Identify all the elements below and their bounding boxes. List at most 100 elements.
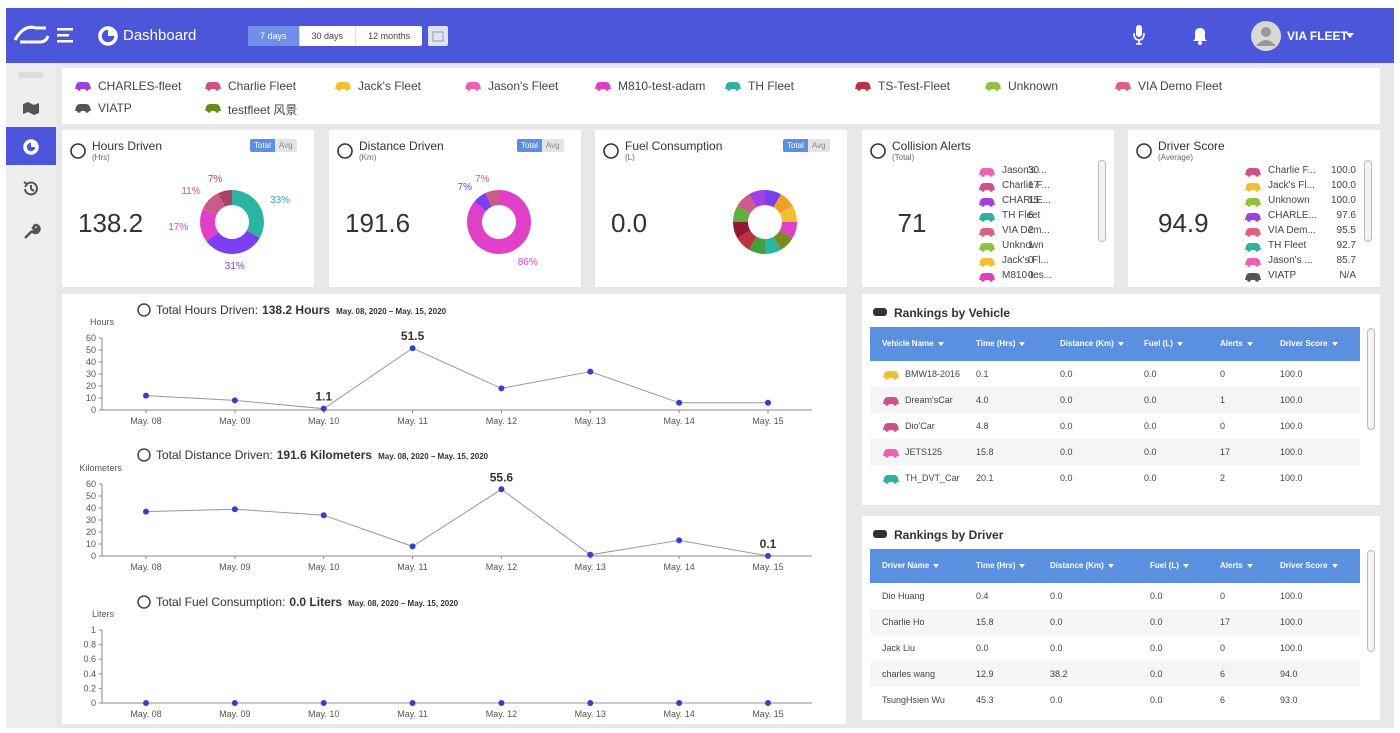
car-wheel xyxy=(989,233,993,237)
column-header[interactable]: Fuel (L) xyxy=(1150,561,1189,570)
cell-text: 100.0 xyxy=(1280,395,1303,405)
vehicle-ranking: Rankings by Vehicle Vehicle Name Time (Hrs… xyxy=(862,294,1380,505)
y-tick-label: 0.8 xyxy=(83,640,96,650)
y-tick-label: 40 xyxy=(86,357,96,367)
fleet-name[interactable]: testfleet 风景 xyxy=(228,103,298,117)
history-nav[interactable] xyxy=(21,179,41,199)
toggle-option[interactable]: Total xyxy=(250,139,275,152)
data-point xyxy=(587,551,594,558)
toggle-option[interactable]: Avg xyxy=(541,139,564,152)
fleet-name[interactable]: M810-test-adam xyxy=(618,79,706,93)
cell-text: 20.1 xyxy=(976,473,994,483)
card-list: Charlie F... 100.0 Jack's Fl... 100.0 Unknow… xyxy=(1244,161,1362,285)
car-icon xyxy=(979,168,995,177)
table-cell: 0.1 xyxy=(976,369,989,379)
data-point xyxy=(143,392,149,399)
donut-slice xyxy=(737,194,757,214)
chart-title: Total Hours Driven: 138.2 Hours May. 08, 2… xyxy=(156,303,447,317)
range-button[interactable]: 30 days xyxy=(298,26,356,46)
table-cell: 45.3 xyxy=(976,695,994,705)
fleet-name[interactable]: VIA Demo Fleet xyxy=(1138,79,1223,93)
car-wheel xyxy=(345,87,349,91)
data-point xyxy=(320,512,327,519)
x-tick-label: May. 15 xyxy=(752,416,783,426)
table-cell: 0.0 xyxy=(1060,395,1073,405)
x-tick-label: May. 14 xyxy=(663,416,694,426)
user-name[interactable]: VIA FLEET xyxy=(1287,29,1348,43)
car-icon xyxy=(335,82,351,91)
fleet-name[interactable]: VIATP xyxy=(98,101,132,115)
y-tick-label: 0.6 xyxy=(83,654,96,664)
table-cell: 0.0 xyxy=(1144,473,1157,483)
cell-text: 0.0 xyxy=(1050,695,1063,705)
column-header[interactable]: Driver Score xyxy=(1280,339,1338,348)
car-wheel xyxy=(989,248,993,252)
cell-text: 0.0 xyxy=(1150,643,1163,653)
car-icon xyxy=(979,183,995,192)
calendar-button[interactable] xyxy=(428,26,448,46)
car-wheel xyxy=(981,188,985,192)
cell-text: 100.0 xyxy=(1280,369,1303,379)
fleet-name[interactable]: Charlie Fleet xyxy=(228,79,297,93)
cell-text: 0.0 xyxy=(1060,369,1073,379)
chart-title-highlight: 191.6 Kilometers xyxy=(277,448,373,462)
user-caret[interactable] xyxy=(1346,33,1354,39)
cell-text: 0 xyxy=(1220,591,1226,601)
toggle-option[interactable]: Avg xyxy=(274,139,297,152)
logo[interactable] xyxy=(12,22,52,48)
map-nav[interactable] xyxy=(21,98,41,118)
menu-icon[interactable] xyxy=(56,26,74,44)
donut-slice xyxy=(765,236,781,254)
list-value: 15 xyxy=(1028,195,1040,206)
card-title: Driver Score xyxy=(1158,139,1225,153)
column-header[interactable]: Time (Hrs) xyxy=(976,561,1026,570)
mic-icon[interactable] xyxy=(1132,24,1146,46)
icon-shape xyxy=(873,308,887,316)
fleet-name[interactable]: Unknown xyxy=(1008,79,1059,93)
cell-text: 1 xyxy=(1220,395,1226,405)
nav-active[interactable] xyxy=(6,127,56,165)
bell-icon[interactable] xyxy=(1192,25,1208,45)
column-header[interactable]: Fuel (L) xyxy=(1144,339,1183,348)
car-wheel xyxy=(981,218,985,222)
settings-nav[interactable] xyxy=(21,221,41,241)
list-value: 97.6 xyxy=(1336,210,1356,221)
fleet-name[interactable]: Jack's Fleet xyxy=(358,79,421,93)
toggle-option[interactable]: Avg xyxy=(807,139,830,152)
column-header[interactable]: Alerts xyxy=(1220,561,1253,570)
fleet-name[interactable]: Jason's Fleet xyxy=(488,79,559,93)
table-cell: 0.0 xyxy=(1060,447,1073,457)
toggle-option[interactable]: Total xyxy=(517,139,542,152)
column-header[interactable]: Vehicle Name xyxy=(882,339,944,348)
table-row: Dio'Car 4.8 0.0 0.0 0 100.0 xyxy=(870,413,1360,439)
car-body xyxy=(979,213,995,220)
data-point xyxy=(409,345,416,352)
fleet-name[interactable]: CHARLES-fleet xyxy=(98,79,182,93)
avatar[interactable] xyxy=(1250,20,1282,52)
fleet-name[interactable]: TS-Test-Fleet xyxy=(878,79,951,93)
table-cell: 0 xyxy=(1220,421,1225,431)
card-icon xyxy=(870,143,886,159)
column-header[interactable]: Alerts xyxy=(1220,339,1253,348)
range-button[interactable]: 12 months xyxy=(355,26,422,46)
column-header[interactable]: Distance (Km) xyxy=(1050,561,1114,570)
x-tick-label: May. 12 xyxy=(486,709,517,719)
y-tick-label: 60 xyxy=(86,479,96,489)
column-header[interactable]: Distance (Km) xyxy=(1060,339,1124,348)
column-header[interactable]: Driver Score xyxy=(1280,561,1338,570)
car-wheel xyxy=(989,278,993,282)
car-wheel xyxy=(337,87,341,91)
column-header[interactable]: Time (Hrs) xyxy=(976,339,1026,348)
table-header: Vehicle Name Time (Hrs) Distance (Km) Fuel … xyxy=(870,327,1360,361)
list-name: CHARLE... xyxy=(1002,195,1051,206)
car-icon xyxy=(979,243,995,252)
fleet-name[interactable]: TH Fleet xyxy=(748,79,795,93)
column-header[interactable]: Driver Name xyxy=(882,561,940,570)
card-unit: (Hrs) xyxy=(92,153,110,162)
cell-text: 0.0 xyxy=(976,643,989,653)
x-tick-label: May. 14 xyxy=(663,709,694,719)
toggle-option[interactable]: Total xyxy=(783,139,808,152)
data-point xyxy=(143,508,149,515)
list-value: 30 xyxy=(1028,165,1040,176)
range-button[interactable]: 7 days xyxy=(248,26,299,46)
